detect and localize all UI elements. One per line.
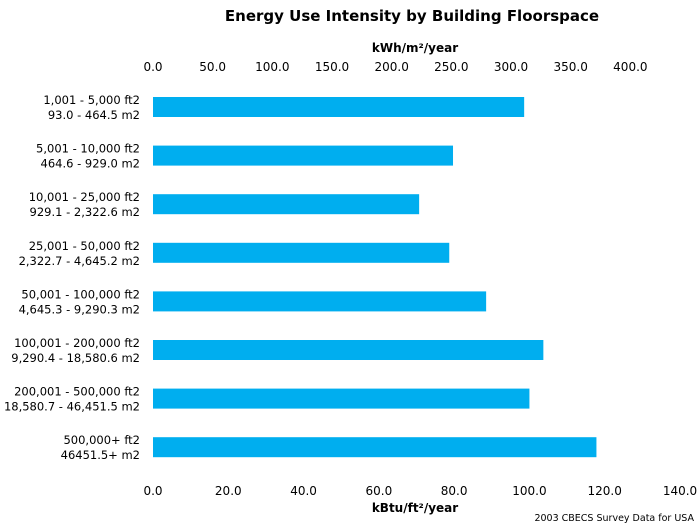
bottom-tick-label: 100.0 bbox=[512, 484, 546, 498]
category-label: 10,001 - 25,000 ft2 bbox=[29, 190, 140, 204]
top-tick-label: 100.0 bbox=[255, 60, 289, 74]
top-tick-label: 0.0 bbox=[143, 60, 162, 74]
category-label: 46451.5+ m2 bbox=[61, 448, 140, 462]
category-label: 25,001 - 50,000 ft2 bbox=[29, 239, 140, 253]
bottom-tick-label: 0.0 bbox=[143, 484, 162, 498]
top-tick-label: 350.0 bbox=[554, 60, 588, 74]
top-tick-label: 200.0 bbox=[374, 60, 408, 74]
bar bbox=[153, 145, 454, 166]
category-label: 464.6 - 929.0 m2 bbox=[41, 157, 140, 171]
bottom-tick-label: 20.0 bbox=[215, 484, 242, 498]
bottom-tick-label: 140.0 bbox=[663, 484, 697, 498]
category-label: 929.1 - 2,322.6 m2 bbox=[30, 205, 140, 219]
bar bbox=[153, 242, 450, 263]
bottom-tick-label: 40.0 bbox=[290, 484, 317, 498]
category-label: 93.0 - 464.5 m2 bbox=[48, 108, 140, 122]
bar bbox=[153, 437, 597, 458]
category-label: 5,001 - 10,000 ft2 bbox=[36, 142, 140, 156]
top-tick-label: 50.0 bbox=[199, 60, 226, 74]
top-tick-label: 400.0 bbox=[613, 60, 647, 74]
category-label: 18,580.7 - 46,451.5 m2 bbox=[4, 400, 140, 414]
category-label: 4,645.3 - 9,290.3 m2 bbox=[19, 302, 140, 316]
category-label: 500,000+ ft2 bbox=[63, 433, 140, 447]
bottom-tick-label: 80.0 bbox=[441, 484, 468, 498]
category-label: 50,001 - 100,000 ft2 bbox=[21, 287, 140, 301]
bar bbox=[153, 388, 530, 409]
bar bbox=[153, 194, 420, 215]
source-note: 2003 CBECS Survey Data for USA bbox=[534, 513, 694, 524]
bottom-tick-label: 60.0 bbox=[365, 484, 392, 498]
category-label: 100,001 - 200,000 ft2 bbox=[14, 336, 140, 350]
top-tick-label: 150.0 bbox=[315, 60, 349, 74]
top-tick-label: 300.0 bbox=[494, 60, 528, 74]
bottom-axis-label: kBtu/ft²/year bbox=[372, 501, 458, 515]
bar bbox=[153, 97, 525, 117]
bar bbox=[153, 340, 544, 360]
top-axis-label: kWh/m²/year bbox=[372, 41, 458, 55]
category-label: 2,322.7 - 4,645.2 m2 bbox=[19, 254, 140, 268]
chart-title: Energy Use Intensity by Building Floorsp… bbox=[225, 7, 599, 25]
bottom-tick-label: 120.0 bbox=[588, 484, 622, 498]
top-tick-label: 250.0 bbox=[434, 60, 468, 74]
category-label: 200,001 - 500,000 ft2 bbox=[14, 385, 140, 399]
category-label: 9,290.4 - 18,580.6 m2 bbox=[11, 351, 140, 365]
category-label: 1,001 - 5,000 ft2 bbox=[43, 93, 140, 107]
bar bbox=[153, 291, 487, 312]
